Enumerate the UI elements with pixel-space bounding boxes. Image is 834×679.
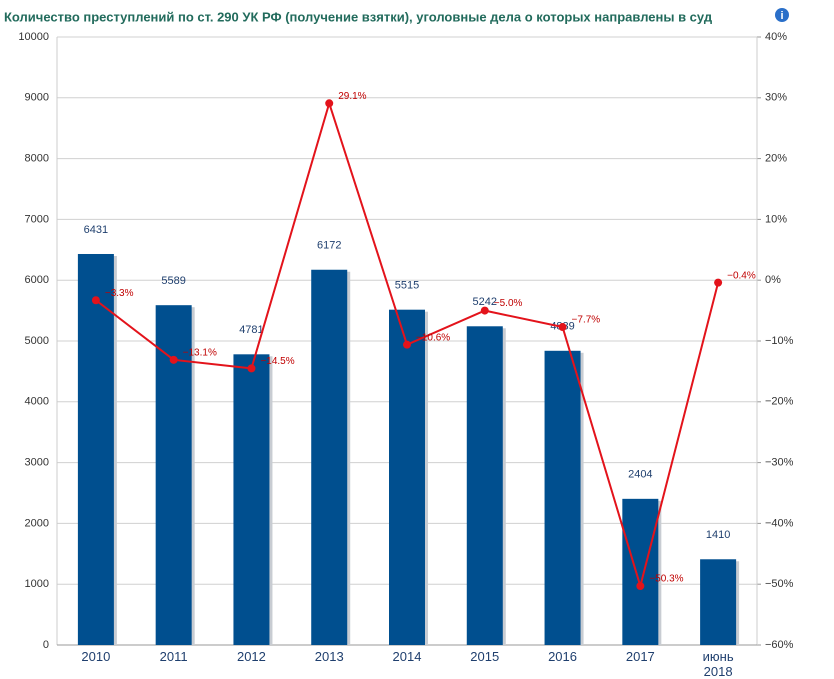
bar — [466, 326, 503, 645]
chart-title: Количество преступлений по ст. 290 УК РФ… — [4, 9, 713, 24]
y2-tick-label: 10% — [765, 213, 787, 225]
y-tick-label: 9000 — [25, 92, 49, 104]
bar — [311, 269, 348, 645]
y-tick-label: 2000 — [25, 517, 49, 529]
x-tick-label: 2017 — [625, 649, 655, 664]
y-tick-label: 6000 — [25, 274, 49, 286]
y2-tick-label: −60% — [765, 639, 794, 651]
bar — [622, 498, 659, 645]
y-tick-label: 3000 — [25, 457, 49, 469]
bar-value-label: 6172 — [317, 240, 341, 252]
x-tick-label: 2010 — [81, 649, 111, 664]
x-tick-label: 2011 — [159, 649, 188, 664]
bar-value-label: 1410 — [706, 529, 730, 541]
line-point — [403, 340, 411, 349]
y-tick-label: 1000 — [25, 578, 49, 590]
line-point — [480, 306, 489, 315]
x-tick-label: 2014 — [392, 649, 422, 664]
x-tick-label: 2015 — [470, 649, 500, 664]
x-tick-label: 2012 — [236, 649, 266, 664]
line-point — [247, 364, 256, 373]
line-value-label: −3.3% — [105, 288, 134, 299]
y-tick-label: 0 — [43, 639, 49, 651]
y-tick-label: 4000 — [25, 396, 49, 408]
bar — [389, 309, 425, 645]
bar-value-label: 2404 — [628, 469, 652, 481]
y2-tick-label: −10% — [765, 335, 794, 347]
y-tick-label: 5000 — [25, 335, 49, 347]
line-point — [714, 278, 723, 287]
y2-tick-label: 0% — [765, 274, 781, 286]
y-tick-label: 8000 — [25, 153, 49, 165]
line-value-label: −50.3% — [649, 574, 683, 585]
bar-value-label: 5589 — [161, 275, 185, 287]
line-point — [636, 582, 645, 591]
y2-tick-label: 20% — [765, 153, 787, 165]
line-value-label: −13.1% — [183, 347, 217, 358]
info-icon-glyph: i — [780, 10, 783, 22]
line-value-label: −0.4% — [727, 270, 756, 281]
line-value-label: 29.1% — [338, 91, 366, 102]
bar — [544, 350, 581, 645]
bar-value-label: 5515 — [395, 280, 419, 292]
y2-tick-label: −50% — [765, 578, 794, 590]
bar-value-label: 6431 — [84, 224, 108, 236]
bar-value-label: 5242 — [473, 296, 497, 308]
line-value-label: −5.0% — [494, 298, 523, 309]
line-point — [558, 323, 567, 332]
line-point — [325, 99, 334, 108]
x-tick-label: июнь 2018 — [702, 649, 734, 679]
bar — [700, 559, 737, 645]
y2-tick-label: −20% — [765, 396, 794, 408]
y-tick-label: 7000 — [25, 213, 49, 225]
y-tick-label: 10000 — [18, 31, 49, 43]
line-value-label: −14.5% — [260, 356, 294, 367]
y2-tick-label: −30% — [765, 457, 794, 469]
x-tick-label: 2013 — [314, 649, 344, 664]
info-icon[interactable] — [775, 8, 789, 22]
line-point — [169, 355, 178, 364]
bar — [233, 354, 270, 645]
x-tick-label: 2016 — [548, 649, 577, 664]
bar — [77, 253, 114, 646]
line-value-label: −7.7% — [572, 315, 601, 326]
y2-tick-label: 40% — [765, 31, 787, 43]
line-value-label: −10.6% — [416, 332, 450, 343]
y2-tick-label: −40% — [765, 517, 794, 529]
bar-value-label: 4781 — [239, 324, 263, 336]
y2-tick-label: 30% — [765, 92, 787, 104]
line-point — [91, 296, 100, 305]
